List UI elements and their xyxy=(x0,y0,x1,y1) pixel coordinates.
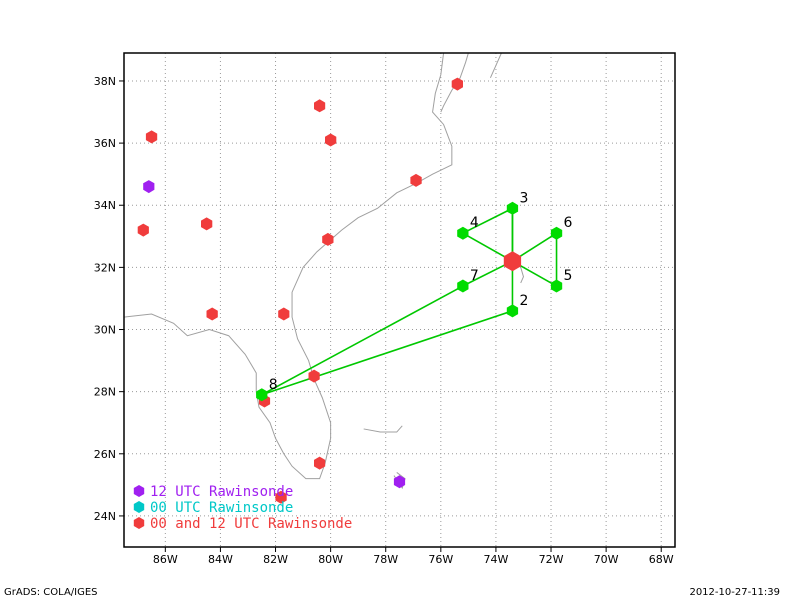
axis-ticks: 86W 84W 82W 80W 78W 76W 74W 72W 70W 68W 24N 26N 28N 3… xyxy=(94,75,674,566)
station-00-12utc xyxy=(410,173,422,187)
dropsonde-label: 4 xyxy=(470,215,479,231)
grid-lines xyxy=(124,53,675,547)
legend-marker xyxy=(133,501,145,513)
dropsonde-label: 6 xyxy=(564,215,573,231)
dropsonde-label: 3 xyxy=(519,190,528,206)
tick-label-lon: 72W xyxy=(539,553,564,566)
legend-marker xyxy=(133,485,145,497)
legend-marker xyxy=(133,517,145,529)
dropsonde-label: 5 xyxy=(564,268,573,284)
station-00-12utc xyxy=(322,232,334,246)
station-00-12utc xyxy=(314,456,326,470)
dropsonde-point xyxy=(550,279,563,293)
tick-label-lon: 76W xyxy=(428,553,453,566)
station-00-12utc xyxy=(314,99,326,113)
station-00-12utc xyxy=(451,77,463,91)
dropsonde-label: 2 xyxy=(519,293,528,309)
dropsonde-label: 8 xyxy=(269,377,278,393)
station-00-12utc xyxy=(201,217,213,231)
tick-label-lat: 34N xyxy=(94,199,116,212)
flight-track xyxy=(261,207,558,396)
legend-label: 00 and 12 UTC Rawinsonde xyxy=(150,516,352,532)
coastline-segment xyxy=(123,52,453,480)
dropsonde-point xyxy=(506,304,519,318)
dropsonde-point xyxy=(457,226,469,240)
footer-timestamp: 2012-10-27-11:39 xyxy=(689,587,780,598)
station-00-12utc xyxy=(278,307,290,321)
coastline-segment xyxy=(363,425,403,433)
tick-label-lat: 24N xyxy=(94,510,116,523)
tick-label-lon: 80W xyxy=(318,553,343,566)
tick-label-lat: 30N xyxy=(94,324,116,337)
tick-label-lon: 86W xyxy=(153,553,178,566)
dropsonde-point xyxy=(457,279,469,293)
tick-label-lat: 36N xyxy=(94,137,116,150)
dropsonde-point xyxy=(550,226,563,240)
tick-label-lon: 68W xyxy=(649,553,674,566)
station-00-12utc xyxy=(275,490,287,504)
coastline xyxy=(123,52,525,490)
tick-label-lon: 78W xyxy=(373,553,398,566)
station-00-12utc xyxy=(145,130,158,144)
dropsonde-point xyxy=(506,201,519,215)
track-segment xyxy=(462,207,513,234)
tick-label-lon: 84W xyxy=(208,553,233,566)
dropsonde-points: 2 3 4 5 6 7 8 xyxy=(256,190,573,402)
dropsonde-label: 7 xyxy=(470,268,479,284)
rawinsonde-stations xyxy=(137,77,463,504)
tick-label-lon: 82W xyxy=(263,553,288,566)
station-00-12utc xyxy=(308,369,320,383)
coastline-segment xyxy=(489,52,502,79)
tick-label-lat: 26N xyxy=(94,448,116,461)
track-segment xyxy=(261,285,464,396)
station-12utc xyxy=(143,180,155,194)
tick-label-lat: 28N xyxy=(94,386,116,399)
storm-center xyxy=(503,251,522,272)
tick-label-lon: 70W xyxy=(594,553,619,566)
station-00-12utc xyxy=(325,133,337,147)
tick-label-lat: 38N xyxy=(94,75,116,88)
station-12utc xyxy=(393,475,406,489)
station-00-12utc xyxy=(206,307,218,321)
track-segment xyxy=(261,310,513,396)
station-00-12utc xyxy=(137,223,149,237)
tick-label-lon: 74W xyxy=(483,553,508,566)
tick-label-lat: 32N xyxy=(94,261,116,274)
legend-label: 12 UTC Rawinsonde xyxy=(150,484,293,500)
dropsonde-point xyxy=(256,388,268,402)
map-frame xyxy=(123,52,676,548)
footer-credit: GrADS: COLA/IGES xyxy=(4,587,98,598)
legend-label: 00 UTC Rawinsonde xyxy=(150,500,293,516)
